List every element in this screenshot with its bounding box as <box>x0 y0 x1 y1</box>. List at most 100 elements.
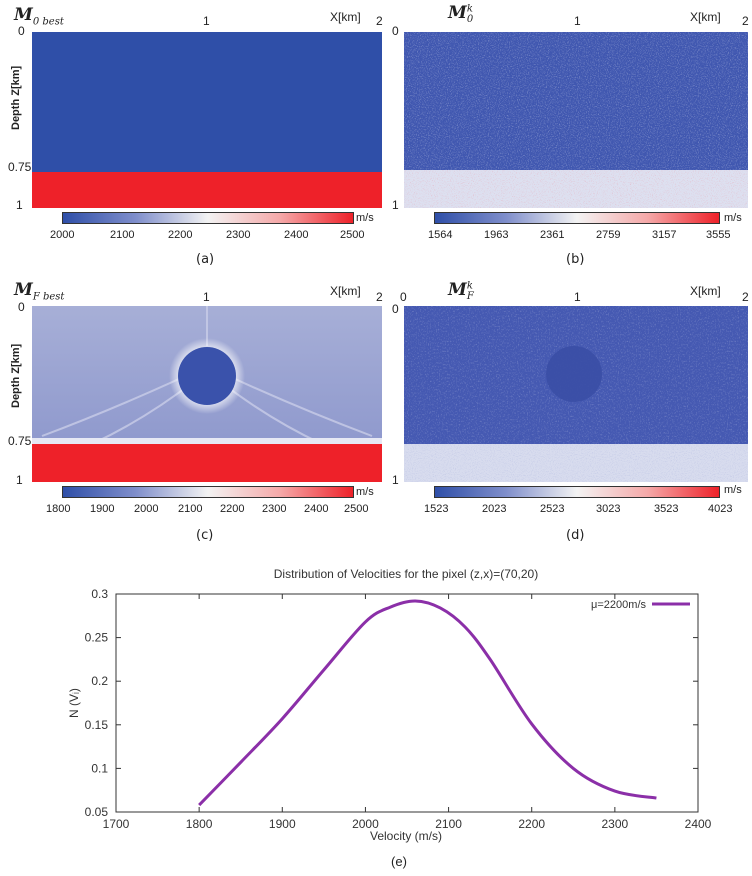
distribution-chart: Distribution of Velocities for the pixel… <box>67 567 712 869</box>
panel-d-anomaly <box>546 346 602 402</box>
panel-a-cbar-tick: 2400 <box>284 229 309 241</box>
panel-d-cbar-tick: 3523 <box>654 503 679 515</box>
y-tick-label: 0.1 <box>91 761 108 775</box>
panel-c-cbar-tick: 2200 <box>220 503 245 515</box>
panel-a-ytick-075: 0.75 <box>8 160 32 174</box>
panel-a-bottom-layer <box>32 172 382 208</box>
y-tick-label: 0.25 <box>85 631 109 645</box>
panel-b-cbar-tick: 2759 <box>596 229 621 241</box>
legend-label: μ=2200m/s <box>591 599 646 611</box>
panel-d-xtick-0: 0 <box>400 290 407 304</box>
panel-d-cbar-tick: 2523 <box>540 503 565 515</box>
panel-b-noise-red <box>404 170 748 208</box>
panel-b-cbar-tick: 1963 <box>484 229 509 241</box>
panel-c-xtick-0: 0 <box>18 300 25 314</box>
x-tick-label: 1800 <box>186 817 213 831</box>
panel-a-x-axis-label: X[km] <box>330 10 361 24</box>
panel-c-cbar-tick: 2500 <box>344 503 369 515</box>
panel-c-cbar-tick: 2400 <box>304 503 329 515</box>
x-tick-label: 2100 <box>435 817 462 831</box>
x-tick-label: 1900 <box>269 817 296 831</box>
panel-c-colorbar <box>62 486 354 498</box>
x-axis-label: Velocity (m/s) <box>370 829 442 843</box>
y-ticks: 0.05 0.1 0.15 0.2 0.25 0.3 <box>85 587 698 819</box>
panel-d-label: MkF <box>448 280 474 303</box>
panel-a-cbar-tick: 2100 <box>110 229 135 241</box>
panel-c-xtick-1: 1 <box>203 290 210 304</box>
series-line-mu-2200 <box>198 599 657 807</box>
x-tick-label: 1700 <box>103 817 130 831</box>
y-tick-label: 0.2 <box>91 674 108 688</box>
panel-d-caption: (d) <box>566 528 585 543</box>
panel-c-cbar-tick: 1800 <box>46 503 71 515</box>
panel-c-cbar-tick: 2000 <box>134 503 159 515</box>
panel-a-cbar-tick: 2300 <box>226 229 251 241</box>
panel-b-cbar-tick: 2361 <box>540 229 565 241</box>
panel-d-x-axis-label: X[km] <box>690 284 721 298</box>
panel-a-cbar-tick: 2000 <box>50 229 75 241</box>
panel-c-cbar-tick: 2100 <box>178 503 203 515</box>
x-tick-label: 2300 <box>602 817 629 831</box>
panel-d-xtick-1: 1 <box>574 290 581 304</box>
x-tick-label: 2200 <box>518 817 545 831</box>
panel-a-y-axis-label: Depth Z[km] <box>10 65 22 130</box>
panel-c-ytick-075: 0.75 <box>8 434 32 448</box>
panel-c-y-axis-label: Depth Z[km] <box>10 343 22 408</box>
panel-b-cbar-tick: 3555 <box>706 229 731 241</box>
panel-a-cbar-tick: 2500 <box>340 229 365 241</box>
panel-d-ytick-0: 0 <box>392 302 399 316</box>
panel-d-unit: m/s <box>724 484 742 496</box>
panel-d-cbar-tick: 3023 <box>596 503 621 515</box>
panel-c-cbar-tick: 1900 <box>90 503 115 515</box>
panel-b-unit: m/s <box>724 212 742 224</box>
panel-c-cbar-tick: 2300 <box>262 503 287 515</box>
panel-c-bottom-layer <box>32 444 382 482</box>
panel-b-noise <box>404 32 748 170</box>
panel-d-cbar-tick: 2023 <box>482 503 507 515</box>
panel-c-caption: (c) <box>196 528 214 543</box>
panel-c-x-axis-label: X[km] <box>330 284 361 298</box>
chart-frame <box>115 593 699 813</box>
panel-a-xtick-0: 0 <box>18 24 25 38</box>
panel-a-label: M0 best <box>14 5 64 28</box>
panel-b-map <box>404 32 748 208</box>
panel-b-cbar-tick: 1564 <box>428 229 453 241</box>
panel-a-caption: (a) <box>196 252 215 267</box>
panel-b-xtick-0: 0 <box>392 24 399 38</box>
y-tick-label: 0.05 <box>85 805 109 819</box>
panel-b-ytick-1: 1 <box>392 198 399 212</box>
panel-d-noise-bottom <box>404 444 748 482</box>
panel-b-x-axis-label: X[km] <box>690 10 721 24</box>
panel-b-cbar-tick: 3157 <box>652 229 677 241</box>
panel-e-caption: (e) <box>391 854 407 869</box>
y-tick-label: 0.15 <box>85 718 109 732</box>
panel-a-cbar-tick: 2200 <box>168 229 193 241</box>
panel-a-xtick-2: 2 <box>376 14 383 28</box>
panel-c-anomaly <box>178 347 236 405</box>
panel-b-xtick-2: 2 <box>742 14 749 28</box>
panel-c-xtick-2: 2 <box>376 290 383 304</box>
panel-b-caption: (b) <box>566 252 585 267</box>
panel-a-unit: m/s <box>356 212 374 224</box>
y-axis-label: N (Vᵢ) <box>67 688 81 718</box>
panel-c-ytick-1: 1 <box>16 473 23 487</box>
panel-d-map <box>404 306 748 482</box>
panel-a-ytick-1: 1 <box>16 198 23 212</box>
x-ticks: 1700 1800 1900 2000 2100 2200 2300 2400 <box>103 594 712 831</box>
panel-c-label: MF best <box>14 280 65 303</box>
panel-b-label: Mk0 <box>448 3 474 26</box>
panel-d-cbar-tick: 4023 <box>708 503 733 515</box>
panel-d-ytick-1: 1 <box>392 473 399 487</box>
panel-b-xtick-1: 1 <box>574 14 581 28</box>
panel-a-xtick-1: 1 <box>203 14 210 28</box>
panel-d-colorbar <box>434 486 720 498</box>
panel-d-cbar-tick: 1523 <box>424 503 449 515</box>
chart-title: Distribution of Velocities for the pixel… <box>274 567 538 581</box>
panel-c-map <box>32 306 382 482</box>
panel-a-colorbar <box>62 212 354 224</box>
panel-c-interface <box>32 438 382 444</box>
x-tick-label: 2000 <box>352 817 379 831</box>
panel-a-top-layer <box>32 32 382 172</box>
x-tick-label: 2400 <box>685 817 712 831</box>
y-tick-label: 0.3 <box>91 587 108 601</box>
